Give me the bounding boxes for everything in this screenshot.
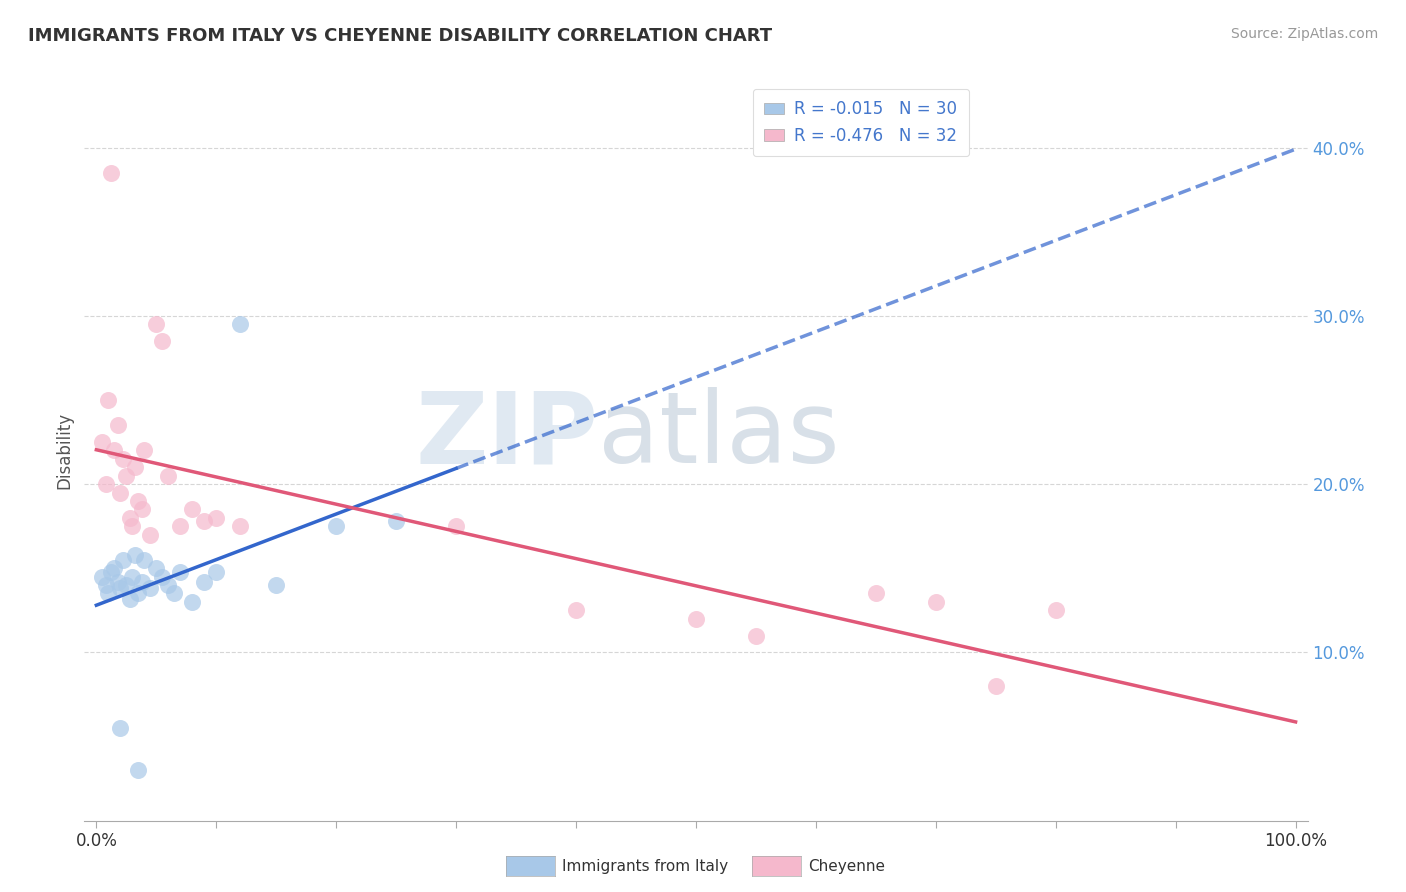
Point <box>127 494 149 508</box>
Point <box>205 510 228 524</box>
Point <box>118 591 141 606</box>
Point <box>745 628 768 642</box>
Point <box>134 553 156 567</box>
Text: IMMIGRANTS FROM ITALY VS CHEYENNE DISABILITY CORRELATION CHART: IMMIGRANTS FROM ITALY VS CHEYENNE DISABI… <box>28 27 772 45</box>
Point <box>325 519 347 533</box>
Point <box>97 586 120 600</box>
Point <box>139 582 162 596</box>
Point <box>127 763 149 777</box>
Point <box>193 514 215 528</box>
Point <box>984 679 1007 693</box>
Point <box>131 574 153 589</box>
Point <box>181 502 204 516</box>
Point <box>118 510 141 524</box>
Point <box>685 612 707 626</box>
Point <box>150 334 173 348</box>
Point <box>205 565 228 579</box>
Point <box>139 527 162 541</box>
Point <box>115 578 138 592</box>
Point <box>100 166 122 180</box>
Legend: R = -0.015   N = 30, R = -0.476   N = 32: R = -0.015 N = 30, R = -0.476 N = 32 <box>752 88 969 156</box>
Point <box>94 477 117 491</box>
Point <box>157 578 180 592</box>
Point <box>124 548 146 562</box>
Text: Immigrants from Italy: Immigrants from Italy <box>562 859 728 873</box>
Point <box>121 519 143 533</box>
Point <box>150 569 173 583</box>
Point <box>107 574 129 589</box>
Point <box>169 565 191 579</box>
Point <box>444 519 467 533</box>
Point <box>110 485 132 500</box>
Point <box>229 318 252 332</box>
Point <box>110 582 132 596</box>
Point <box>111 451 134 466</box>
Text: ZIP: ZIP <box>415 387 598 484</box>
Point <box>145 561 167 575</box>
Point <box>131 502 153 516</box>
Point <box>1045 603 1067 617</box>
Point <box>145 318 167 332</box>
Point <box>110 721 132 735</box>
Point <box>169 519 191 533</box>
Text: Cheyenne: Cheyenne <box>808 859 886 873</box>
Point <box>925 595 948 609</box>
Point <box>103 443 125 458</box>
Point <box>107 418 129 433</box>
Point <box>124 460 146 475</box>
Point <box>94 578 117 592</box>
Point <box>103 561 125 575</box>
Text: atlas: atlas <box>598 387 839 484</box>
Point <box>385 514 408 528</box>
Point <box>97 392 120 407</box>
Point <box>565 603 588 617</box>
Text: Source: ZipAtlas.com: Source: ZipAtlas.com <box>1230 27 1378 41</box>
Point <box>193 574 215 589</box>
Point <box>264 578 287 592</box>
Point <box>121 569 143 583</box>
Point <box>181 595 204 609</box>
Point <box>127 586 149 600</box>
Point <box>134 443 156 458</box>
Point <box>100 565 122 579</box>
Point <box>91 569 114 583</box>
Point <box>111 553 134 567</box>
Point <box>163 586 186 600</box>
Y-axis label: Disability: Disability <box>55 412 73 489</box>
Point <box>91 435 114 450</box>
Point <box>865 586 887 600</box>
Point <box>157 468 180 483</box>
Point <box>229 519 252 533</box>
Point <box>115 468 138 483</box>
